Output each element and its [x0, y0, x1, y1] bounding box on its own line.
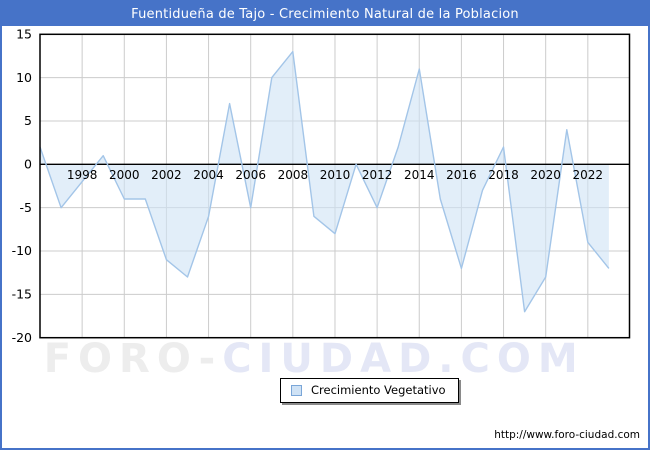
x-tick-label: 2014: [404, 168, 435, 182]
y-tick-label: 15: [16, 27, 32, 42]
legend-swatch-icon: [291, 384, 302, 396]
y-tick-label: -10: [12, 243, 32, 258]
y-tick-label: -15: [12, 287, 32, 302]
y-tick-label: 5: [24, 113, 32, 128]
plot-border: [39, 33, 631, 339]
y-tick-label: 0: [24, 157, 32, 172]
x-tick-label: 2000: [109, 168, 140, 182]
x-tick-label: 2020: [530, 168, 561, 182]
y-tick-label: -20: [12, 330, 32, 345]
x-tick-label: 2008: [278, 168, 309, 182]
x-tick-label: 1998: [67, 168, 98, 182]
legend-label: Crecimiento Vegetativo: [311, 383, 446, 397]
series-line: [39, 50, 610, 313]
page-title: Fuentidueña de Tajo - Crecimiento Natura…: [131, 6, 519, 22]
x-tick-label: 2002: [151, 168, 182, 182]
x-tick-label: 2022: [573, 168, 604, 182]
x-tick-label: 2010: [320, 168, 351, 182]
x-tick-label: 2018: [488, 168, 519, 182]
x-tick-label: 2016: [446, 168, 477, 182]
y-tick-label: 10: [16, 70, 32, 85]
title-bar: Fuentidueña de Tajo - Crecimiento Natura…: [2, 2, 648, 26]
legend: Crecimiento Vegetativo: [280, 378, 459, 403]
y-tick-label: -5: [20, 200, 32, 215]
x-tick-label: 2004: [193, 168, 224, 182]
x-tick-label: 2012: [362, 168, 393, 182]
site-url: http://www.foro-ciudad.com: [494, 429, 640, 441]
x-tick-label: 2006: [235, 168, 266, 182]
